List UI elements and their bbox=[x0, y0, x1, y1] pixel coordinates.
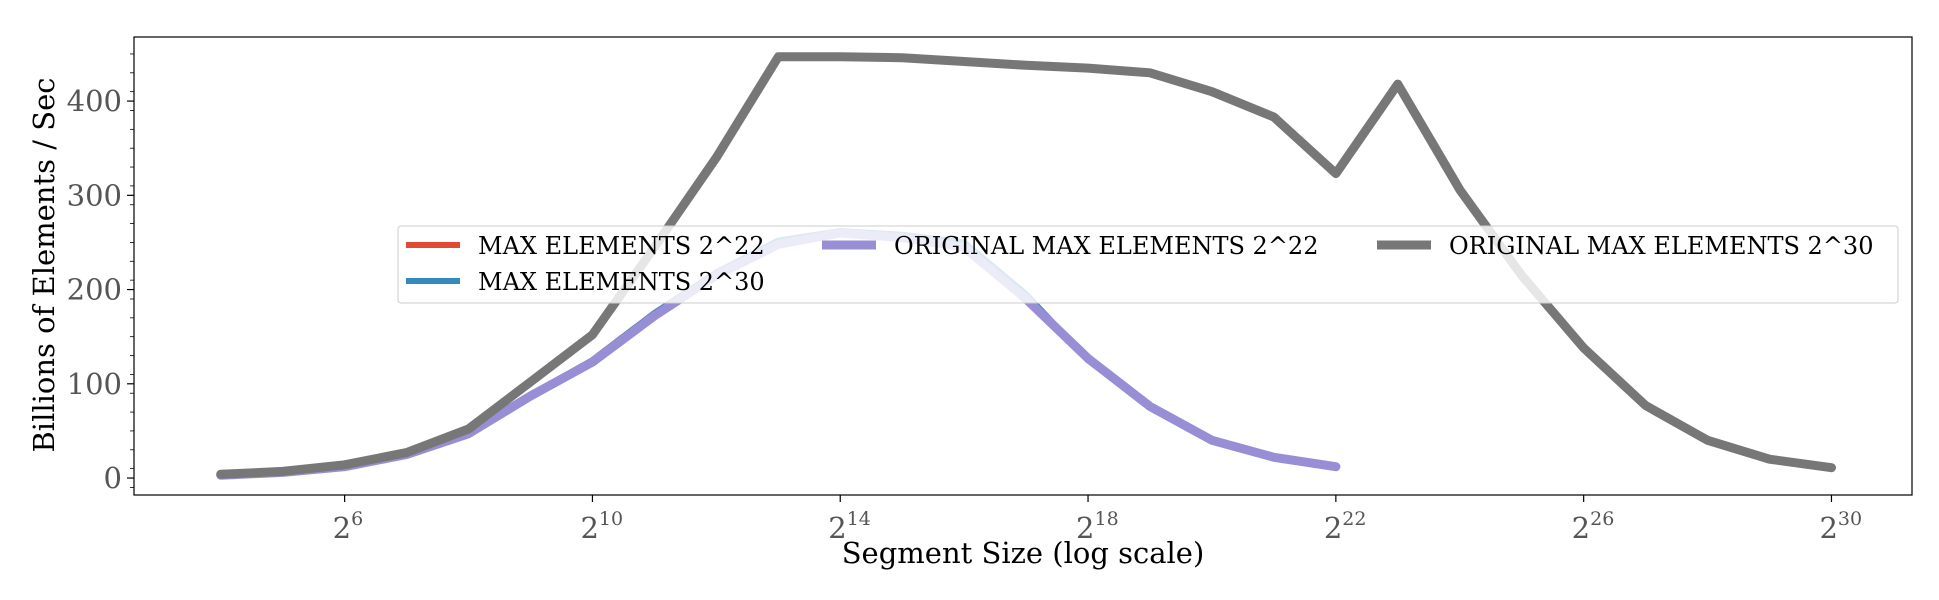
x-tick-label: 222 bbox=[1324, 508, 1367, 545]
x-tick-label: 226 bbox=[1572, 508, 1615, 545]
x-axis: 26 210 214 218 222 226 230 bbox=[333, 495, 1862, 545]
legend-box bbox=[397, 225, 1899, 304]
legend-label-3: ORIGINAL MAX ELEMENTS 2^22 bbox=[894, 232, 1318, 260]
y-axis: 0 100 200 300 400 bbox=[67, 53, 134, 495]
y-tick-label: 400 bbox=[67, 84, 122, 118]
x-tick-label: 26 bbox=[333, 508, 364, 545]
legend: MAX ELEMENTS 2^22 MAX ELEMENTS 2^30 ORIGIN… bbox=[397, 225, 1899, 304]
x-tick-label: 230 bbox=[1819, 508, 1862, 545]
y-tick-label: 300 bbox=[67, 178, 122, 212]
y-axis-title: Billions of Elements / Sec bbox=[27, 77, 61, 452]
x-tick-label: 210 bbox=[580, 508, 623, 545]
x-axis-title: Segment Size (log scale) bbox=[842, 536, 1205, 570]
series-line-4 bbox=[216, 52, 1836, 479]
legend-label-4: ORIGINAL MAX ELEMENTS 2^30 bbox=[1449, 232, 1873, 260]
x-tick-label: 218 bbox=[1076, 508, 1119, 545]
y-tick-label: 100 bbox=[67, 367, 122, 401]
legend-label-1: MAX ELEMENTS 2^22 bbox=[478, 232, 765, 260]
legend-label-2: MAX ELEMENTS 2^30 bbox=[478, 268, 765, 296]
y-tick-label: 0 bbox=[104, 461, 122, 495]
x-tick-label: 214 bbox=[828, 508, 871, 545]
y-tick-label: 200 bbox=[67, 273, 122, 307]
